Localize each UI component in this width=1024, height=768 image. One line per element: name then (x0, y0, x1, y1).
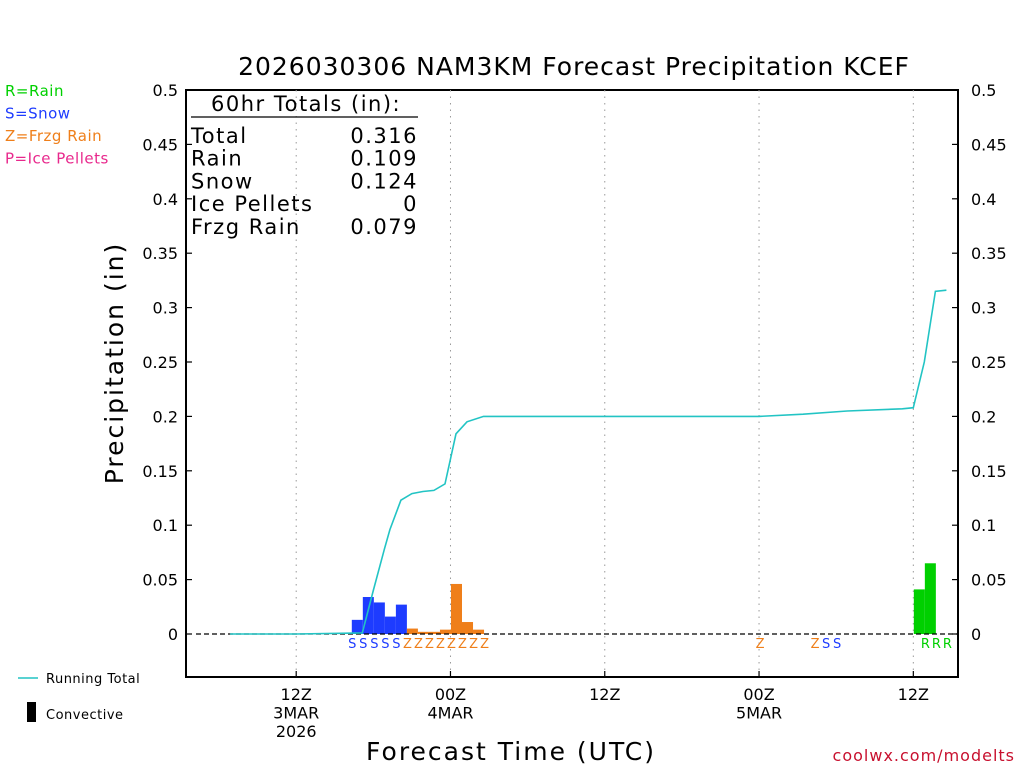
chart-title: 2026030306 NAM3KM Forecast Precipitation… (238, 52, 910, 81)
totals-row-label: Snow (191, 169, 254, 193)
precip-type-marker: S (392, 637, 400, 652)
y-tick-label-left: 0 (168, 625, 178, 644)
y-tick-label-left: 0.1 (153, 516, 178, 535)
precip-bar-snow (395, 604, 407, 634)
running-total-line (230, 289, 947, 635)
precip-bars (351, 563, 936, 634)
credit-text[interactable]: coolwx.com/modelts (833, 746, 1015, 765)
precip-type-legend-item: Z=Frzg Rain (5, 127, 102, 145)
series-legend: Running Total Convective (18, 672, 140, 723)
precip-bar-frzg (473, 629, 485, 634)
x-tick-label: 4MAR (427, 704, 473, 723)
y-tick-label-right: 0.1 (971, 516, 996, 535)
totals-row-value: 0.316 (350, 124, 418, 148)
x-tick-label: 12Z (281, 685, 312, 704)
x-tick-label: 00Z (435, 685, 466, 704)
y-tick-label-left: 0.45 (142, 135, 178, 154)
totals-row-label: Total (190, 124, 248, 148)
precip-type-marker: Z (469, 637, 478, 652)
precip-type-marker: Z (458, 637, 467, 652)
y-tick-label-right: 0.5 (971, 81, 996, 100)
y-tick-label-left: 0.3 (153, 299, 178, 318)
y-tick-label-left: 0.2 (153, 407, 178, 426)
y-tick-label-right: 0.45 (971, 135, 1007, 154)
precip-bar-frzg (439, 629, 451, 634)
x-tick-label: 3MAR (273, 704, 319, 723)
plot-frame (185, 89, 959, 678)
x-tick-label: 12Z (589, 685, 620, 704)
y-tick-label-left: 0.5 (153, 81, 178, 100)
totals-row-label: Ice Pellets (191, 192, 313, 216)
precip-type-marker: Z (425, 637, 434, 652)
y-axis-label: Precipitation (in) (100, 242, 129, 485)
totals-row-label: Frzg Rain (191, 215, 301, 239)
x-axis-label: Forecast Time (UTC) (366, 737, 656, 766)
precip-type-marker: Z (414, 637, 423, 652)
precip-type-marker: Z (447, 637, 456, 652)
precip-bar-rain (924, 563, 936, 634)
totals-box: 60hr Totals (in): Total 0.316 Rain 0.109 Sno… (190, 92, 418, 239)
y-tick-label-left: 0.25 (142, 353, 178, 372)
x-tick-label: 2026 (276, 722, 317, 741)
x-tick-label: 5MAR (736, 704, 782, 723)
precip-type-marker: Z (403, 637, 412, 652)
precip-type-marker: Z (436, 637, 445, 652)
precip-type-marker: R (932, 637, 941, 652)
y-tick-label-left: 0.05 (142, 571, 178, 590)
running-total-legend-label: Running Total (46, 672, 140, 687)
y-tick-label-left: 0.15 (142, 462, 178, 481)
precip-type-legend-item: S=Snow (5, 105, 71, 123)
precip-type-marker: S (370, 637, 378, 652)
precip-bar-frzg (462, 622, 474, 634)
precip-type-marker: Z (756, 637, 765, 652)
totals-row-value: 0.079 (350, 215, 418, 239)
precip-bar-frzg (417, 631, 429, 634)
precip-bar-snow (384, 616, 396, 634)
convective-legend-swatch (27, 702, 36, 722)
y-tick-label-left: 0.4 (153, 190, 178, 209)
precip-bar-snow (362, 597, 374, 634)
y-tick-label-right: 0.3 (971, 299, 996, 318)
x-tick-label: 12Z (898, 685, 929, 704)
precip-bar-frzg (406, 628, 418, 634)
precip-bar-snow (373, 602, 385, 634)
y-tick-label-right: 0.25 (971, 353, 1007, 372)
precip-type-marker: Z (480, 637, 489, 652)
precip-type-marker: S (359, 637, 367, 652)
precip-type-legend-item: R=Rain (5, 82, 64, 100)
precip-bar-rain (913, 589, 925, 634)
precip-type-marker: R (943, 637, 952, 652)
totals-row-value: 0 (403, 192, 418, 216)
precip-type-marker: Z (811, 637, 820, 652)
precip-type-marker: S (833, 637, 841, 652)
precip-bar-frzg (428, 631, 440, 634)
precip-type-marker: S (381, 637, 389, 652)
precip-bar-frzg (450, 583, 462, 634)
precip-type-marker: S (822, 637, 830, 652)
y-tick-label-right: 0.4 (971, 190, 996, 209)
y-tick-label-right: 0.15 (971, 462, 1007, 481)
precip-type-marker: R (921, 637, 930, 652)
precip-type-marker: S (348, 637, 356, 652)
y-tick-label-right: 0.2 (971, 407, 996, 426)
y-tick-label-right: 0.05 (971, 571, 1007, 590)
x-tick-label: 00Z (743, 685, 774, 704)
precip-type-legend-item: P=Ice Pellets (5, 150, 109, 168)
y-tick-label-left: 0.35 (142, 244, 178, 263)
totals-row-label: Rain (191, 147, 243, 171)
totals-row-value: 0.109 (350, 147, 418, 171)
y-tick-label-right: 0 (971, 625, 981, 644)
totals-header: 60hr Totals (in): (211, 92, 401, 116)
y-tick-label-right: 0.35 (971, 244, 1007, 263)
vertical-gridlines (295, 90, 914, 677)
y-axis-right: 0 0.05 0.1 0.15 0.2 0.25 0.3 0.35 0.4 0.45 0.5 (952, 81, 1007, 644)
y-axis-left: 0 0.05 0.1 0.15 0.2 0.25 0.3 0.35 0.4 0.45 0.5 (142, 81, 192, 644)
convective-legend-label: Convective (46, 708, 124, 723)
precip-bar-snow (351, 619, 363, 634)
totals-row-value: 0.124 (350, 169, 418, 193)
precip-type-legend: R=Rain S=Snow Z=Frzg Rain P=Ice Pellets (5, 82, 109, 168)
